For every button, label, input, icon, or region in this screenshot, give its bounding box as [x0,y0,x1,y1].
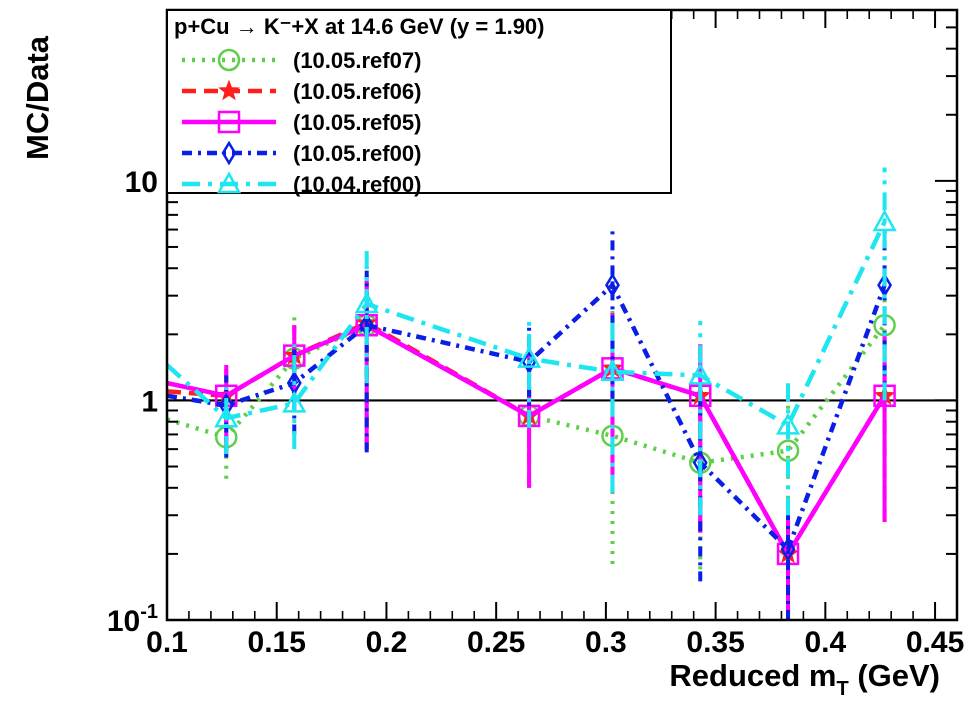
legend-marker [217,110,241,134]
legend-label: (10.05.ref05) [293,110,421,135]
y-tick-label: 1 [141,385,158,418]
legend-marker [216,171,242,194]
y-tick-label: 10-1 [107,601,158,638]
legend-label: (10.05.ref07) [293,48,421,73]
y-tick-label: 10 [125,166,158,199]
data-point [605,272,620,298]
x-tick-label: 0.45 [906,626,964,659]
legend-marker [218,79,240,101]
x-axis-title-unit: (GeV) [849,658,940,693]
series-line [167,220,887,429]
legend-entries: (10.05.ref07) (10.05.ref06) (10.05.ref05) (… [182,48,421,197]
x-tick-label: 0.4 [804,626,846,659]
x-axis-title-subscript: T [836,678,848,700]
x-axis-title-main: Reduced m [669,658,836,693]
y-axis-title: MC/Data [20,35,55,160]
legend-box [166,9,672,194]
data-point [516,346,542,368]
data-point [214,405,239,428]
data-point [775,412,801,435]
data-point [354,291,379,314]
data-point [780,536,796,562]
y-tick-label-exponent: -1 [140,601,158,623]
legend-entry: (10.05.ref05) [182,110,421,135]
series-layer [167,167,897,620]
legend-label: (10.05.ref00) [293,141,421,166]
x-tick-label: 0.2 [366,626,408,659]
y-tick-label-base: 10 [107,605,140,638]
legend-marker [217,48,241,72]
legend: p+Cu → K⁻+X at 14.6 GeV (y = 1.90) (10.0… [166,9,672,197]
data-point [600,359,625,382]
x-axis-title: Reduced mT (GeV) [669,658,940,700]
legend-title: p+Cu → K⁻+X at 14.6 GeV (y = 1.90) [174,14,545,39]
x-tick-label: 0.25 [467,626,525,659]
series-line [167,281,887,554]
series-line [167,322,887,466]
x-tick-label: 0.1 [146,626,188,659]
legend-entry: (10.05.ref07) [182,48,421,73]
legend-entry: (10.05.ref00) [182,140,421,166]
data-point [688,362,713,385]
legend-label: (10.04.ref00) [293,172,421,197]
data-point [872,209,897,232]
y-tick-label-base: 10 [125,166,158,199]
legend-entry: (10.04.ref00) [182,171,421,197]
legend-entry: (10.05.ref06) [182,79,421,104]
x-tick-label: 0.3 [585,626,627,659]
legend-marker [221,140,237,166]
data-point [282,390,307,413]
legend-label: (10.05.ref06) [293,79,421,104]
x-tick-label: 0.35 [686,626,744,659]
y-tick-label-base: 1 [141,385,158,418]
series-10.04.ref00 [167,167,897,516]
series-10.05.ref05 [167,275,896,620]
x-tick-label: 0.15 [248,626,306,659]
